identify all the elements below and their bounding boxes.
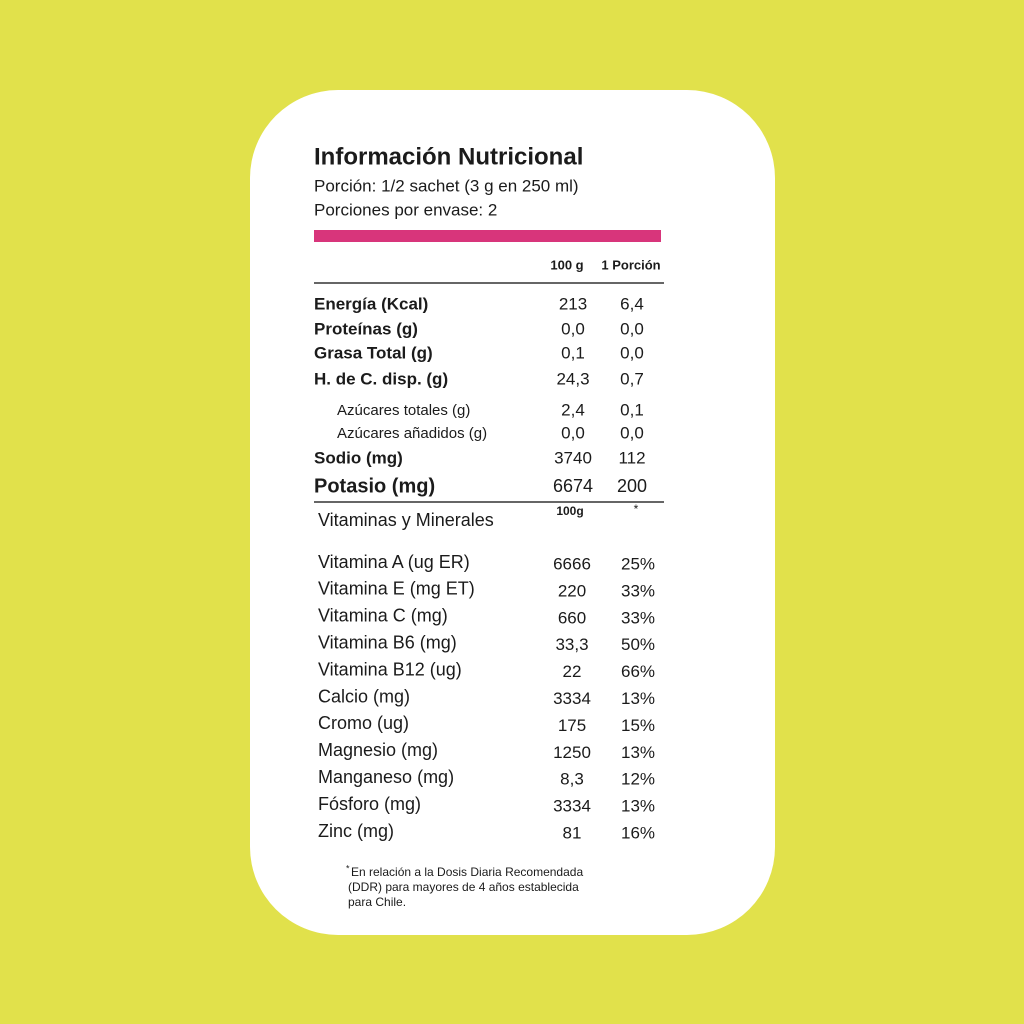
row-value: 213 <box>559 294 587 313</box>
accent-bar <box>314 230 661 242</box>
row-value: 0,1 <box>620 400 644 419</box>
vitamin-value: 22 <box>563 662 582 681</box>
vitamin-label: Manganeso (mg) <box>318 767 454 787</box>
card <box>250 90 775 935</box>
vitamin-label: Vitamina E (mg ET) <box>318 579 475 599</box>
section-title: Vitaminas y Minerales <box>318 510 494 530</box>
vitamin-value: 220 <box>558 581 586 600</box>
vitamin-value: 660 <box>558 608 586 627</box>
row-label: Grasa Total (g) <box>314 343 433 362</box>
row-value: 0,1 <box>561 343 585 362</box>
row-value: 0,0 <box>561 319 585 338</box>
vitamin-label: Vitamina B12 (ug) <box>318 659 462 679</box>
row-label: Potasio (mg) <box>314 475 435 497</box>
vitamin-value: 81 <box>563 823 582 842</box>
column-header: 100g <box>556 504 583 518</box>
row-value: 3740 <box>554 448 592 467</box>
title: Información Nutricional <box>314 143 583 170</box>
vitamin-value: 33% <box>621 608 655 627</box>
row-value: 0,0 <box>561 423 585 442</box>
column-header: * <box>634 502 639 516</box>
servings: Porciones por envase: 2 <box>314 200 497 219</box>
vitamin-value: 175 <box>558 716 586 735</box>
row-value: 200 <box>617 476 647 496</box>
vitamin-value: 8,3 <box>560 770 584 789</box>
serving: Porción: 1/2 sachet (3 g en 250 ml) <box>314 176 579 195</box>
vitamin-label: Calcio (mg) <box>318 686 410 706</box>
vitamin-label: Magnesio (mg) <box>318 740 438 760</box>
row-value: 24,3 <box>556 369 589 388</box>
row-value: 0,7 <box>620 369 644 388</box>
footnote: En relación a la Dosis Diaria Recomendad… <box>351 865 583 879</box>
vitamin-label: Zinc (mg) <box>318 821 394 841</box>
vitamin-value: 1250 <box>553 743 591 762</box>
row-value: 0,0 <box>620 343 644 362</box>
vitamin-value: 33,3 <box>555 635 588 654</box>
row-value: 6,4 <box>620 294 644 313</box>
vitamin-label: Vitamina B6 (mg) <box>318 632 457 652</box>
vitamin-value: 13% <box>621 689 655 708</box>
vitamin-value: 50% <box>621 635 655 654</box>
vitamin-label: Vitamina A (ug ER) <box>318 552 470 572</box>
row-label: Energía (Kcal) <box>314 294 428 313</box>
footnote: (DDR) para mayores de 4 años establecida <box>348 880 579 894</box>
vitamin-label: Vitamina C (mg) <box>318 606 448 626</box>
row-value: 112 <box>618 448 645 467</box>
footnote-marker: * <box>346 863 350 873</box>
row-value: 0,0 <box>620 423 644 442</box>
vitamin-value: 12% <box>621 770 655 789</box>
footnote: para Chile. <box>348 895 406 909</box>
row-value: 0,0 <box>620 319 644 338</box>
row-label: Azúcares totales (g) <box>337 402 470 419</box>
row-label: H. de C. disp. (g) <box>314 369 448 388</box>
row-value: 6674 <box>553 476 593 496</box>
vitamin-value: 6666 <box>553 554 591 573</box>
row-label: Azúcares añadidos (g) <box>337 425 487 442</box>
column-header: 1 Porción <box>601 257 660 272</box>
row-label: Proteínas (g) <box>314 319 418 338</box>
vitamin-value: 33% <box>621 581 655 600</box>
row-label: Sodio (mg) <box>314 448 403 467</box>
vitamin-value: 3334 <box>553 797 591 816</box>
vitamin-value: 13% <box>621 797 655 816</box>
vitamin-label: Fósforo (mg) <box>318 794 421 814</box>
vitamin-label: Cromo (ug) <box>318 713 409 733</box>
row-value: 2,4 <box>561 400 585 419</box>
vitamin-value: 15% <box>621 716 655 735</box>
vitamin-value: 16% <box>621 823 655 842</box>
vitamin-value: 25% <box>621 554 655 573</box>
vitamin-value: 66% <box>621 662 655 681</box>
vitamin-value: 13% <box>621 743 655 762</box>
vitamin-value: 3334 <box>553 689 591 708</box>
column-header: 100 g <box>550 257 583 272</box>
